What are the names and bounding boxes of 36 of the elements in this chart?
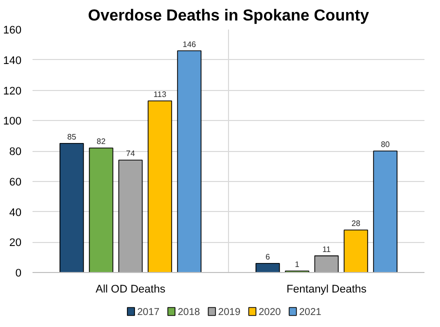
chart-title: Overdose Deaths in Spokane County: [88, 8, 370, 24]
legend-label: 2017: [137, 307, 160, 318]
data-label: 6: [265, 252, 270, 262]
y-tick-label: 160: [3, 24, 22, 36]
x-tick-label: Fentanyl Deaths: [286, 284, 368, 296]
y-tick-label: 140: [3, 54, 22, 67]
y-tick-label: 0: [15, 268, 22, 280]
x-tick-label: All OD Deaths: [96, 284, 166, 296]
data-label: 82: [96, 136, 106, 146]
data-label: 85: [67, 132, 77, 142]
data-label: 1: [294, 260, 300, 269]
data-label: 28: [351, 218, 361, 228]
legend-label: 2018: [178, 307, 200, 318]
data-label: 113: [154, 90, 167, 99]
data-label: 11: [322, 244, 332, 254]
legend-label: 2019: [218, 307, 241, 318]
bar: [88, 148, 114, 272]
bar: [344, 230, 368, 272]
data-label: 74: [126, 149, 136, 158]
legend-label: 2020: [258, 307, 282, 318]
bar: [60, 143, 84, 272]
bar: [256, 262, 280, 272]
y-tick-label: 40: [9, 206, 22, 219]
data-label: 80: [380, 140, 390, 149]
y-tick-label: 80: [9, 146, 22, 158]
bar: [314, 255, 339, 272]
bar: [177, 50, 202, 272]
y-tick-label: 20: [9, 237, 22, 250]
bar: [373, 150, 398, 272]
bar: [118, 160, 143, 272]
y-tick-label: 100: [3, 116, 22, 128]
y-tick-label: 120: [3, 85, 22, 98]
y-tick-label: 60: [9, 176, 22, 188]
legend-label: 2021: [299, 307, 322, 318]
data-label: 146: [182, 40, 197, 49]
bar: [148, 100, 172, 272]
